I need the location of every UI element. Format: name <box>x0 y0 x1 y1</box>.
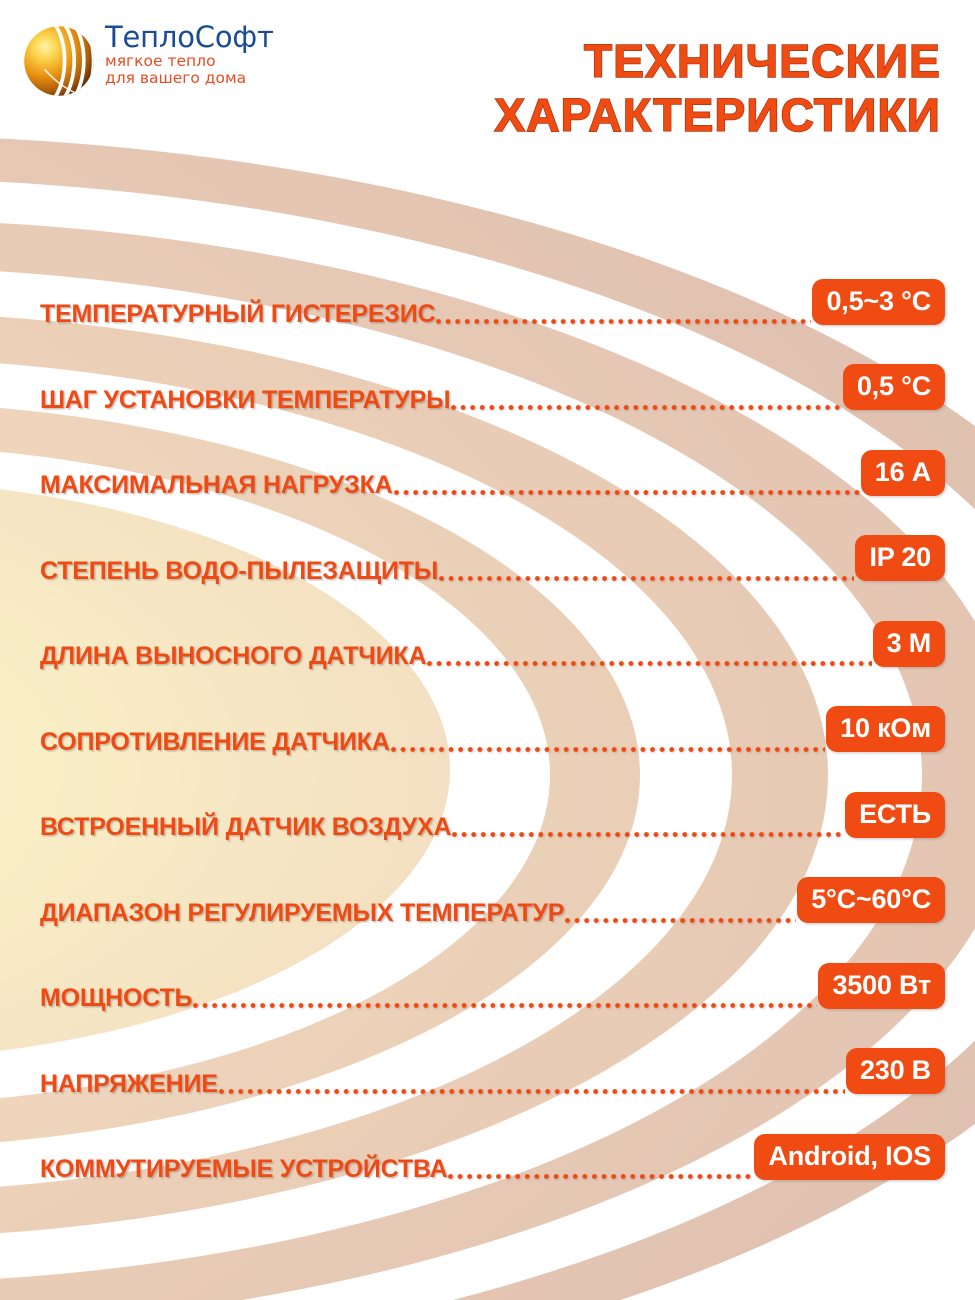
page-title-line-2: ХАРАКТЕРИСТИКИ <box>494 88 941 142</box>
leader-dots <box>394 473 860 498</box>
spec-label: МОЩНОСТЬ <box>40 984 193 1013</box>
teplosoft-sphere-logo-icon <box>24 26 94 96</box>
spec-label: СОПРОТИВЛЕНИЕ ДАТЧИКА <box>40 727 390 756</box>
spec-label: МАКСИМАЛЬНАЯ НАГРУЗКА <box>40 471 393 500</box>
brand-logo[interactable]: ТеплоСофт мягкое тепло для вашего дома <box>22 22 274 98</box>
spec-row: КОММУТИРУЕМЫЕ УСТРОЙСТВА Android, IOS <box>0 1127 975 1213</box>
spec-row: ДЛИНА ВЫНОСНОГО ДАТЧИКА 3 М <box>0 614 975 700</box>
leader-dots <box>448 1157 753 1182</box>
logo-tagline-line-1: мягкое тепло <box>105 52 216 70</box>
spec-label: ВСТРОЕННЫЙ ДАТЧИК ВОЗДУХА <box>40 813 452 842</box>
leader-dots <box>451 388 841 413</box>
leader-dots <box>193 986 817 1011</box>
page-title-line-1: ТЕХНИЧЕСКИЕ <box>583 34 941 88</box>
spec-value-badge: 3 М <box>872 620 945 667</box>
spec-label: СТЕПЕНЬ ВОДО-ПЫЛЕЗАЩИТЫ <box>40 556 439 585</box>
spec-row: ТЕМПЕРАТУРНЫЙ ГИСТЕРЕЗИС 0,5~3 °C <box>0 272 975 358</box>
spec-label: ШАГ УСТАНОВКИ ТЕМПЕРАТУРЫ <box>40 385 451 414</box>
spec-value-badge: 0,5 °C <box>842 364 945 411</box>
spec-label: ТЕМПЕРАТУРНЫЙ ГИСТЕРЕЗИС <box>40 300 436 329</box>
logo-brand-name: ТеплоСофт <box>105 20 274 54</box>
spec-value-badge: ЕСТЬ <box>845 791 945 838</box>
spec-value-badge: 3500 Вт <box>818 962 945 1009</box>
spec-label: НАПРЯЖЕНИЕ <box>40 1069 218 1098</box>
spec-value-badge: 16 А <box>860 449 945 496</box>
leader-dots <box>452 815 844 840</box>
spec-value-badge: 230 В <box>845 1048 945 1095</box>
leader-dots <box>436 302 811 327</box>
leader-dots <box>427 644 871 669</box>
logo-tagline-line-2: для вашего дома <box>105 69 247 87</box>
header: ТеплоСофт мягкое тепло для вашего дома Т… <box>0 0 975 190</box>
spec-row: СТЕПЕНЬ ВОДО-ПЫЛЕЗАЩИТЫ IP 20 <box>0 529 975 615</box>
spec-row: СОПРОТИВЛЕНИЕ ДАТЧИКА 10 кОм <box>0 700 975 786</box>
page-title: ТЕХНИЧЕСКИЕ ХАРАКТЕРИСТИКИ <box>381 34 941 142</box>
spec-row: МОЩНОСТЬ 3500 Вт <box>0 956 975 1042</box>
spec-value-badge: Android, IOS <box>754 1133 945 1180</box>
spec-label: КОММУТИРУЕМЫЕ УСТРОЙСТВА <box>40 1155 448 1184</box>
spec-label: ДИАПАЗОН РЕГУЛИРУЕМЫХ ТЕМПЕРАТУР <box>40 898 565 927</box>
spec-row: МАКСИМАЛЬНАЯ НАГРУЗКА 16 А <box>0 443 975 529</box>
spec-value-badge: IP 20 <box>855 535 945 582</box>
leader-dots <box>565 901 796 926</box>
spec-row: НАПРЯЖЕНИЕ 230 В <box>0 1042 975 1128</box>
leader-dots <box>219 1072 845 1097</box>
spec-row: ШАГ УСТАНОВКИ ТЕМПЕРАТУРЫ 0,5 °C <box>0 358 975 444</box>
spec-list: ТЕМПЕРАТУРНЫЙ ГИСТЕРЕЗИС 0,5~3 °C ШАГ УСТА… <box>0 272 975 1213</box>
spec-row: ВСТРОЕННЫЙ ДАТЧИК ВОЗДУХА ЕСТЬ <box>0 785 975 871</box>
spec-value-badge: 5°C~60°C <box>797 877 945 924</box>
spec-value-badge: 10 кОм <box>826 706 945 753</box>
leader-dots <box>439 559 854 584</box>
leader-dots <box>391 730 825 755</box>
spec-row: ДИАПАЗОН РЕГУЛИРУЕМЫХ ТЕМПЕРАТУР 5°C~60°C <box>0 871 975 957</box>
spec-label: ДЛИНА ВЫНОСНОГО ДАТЧИКА <box>40 642 427 671</box>
spec-value-badge: 0,5~3 °C <box>812 278 945 325</box>
